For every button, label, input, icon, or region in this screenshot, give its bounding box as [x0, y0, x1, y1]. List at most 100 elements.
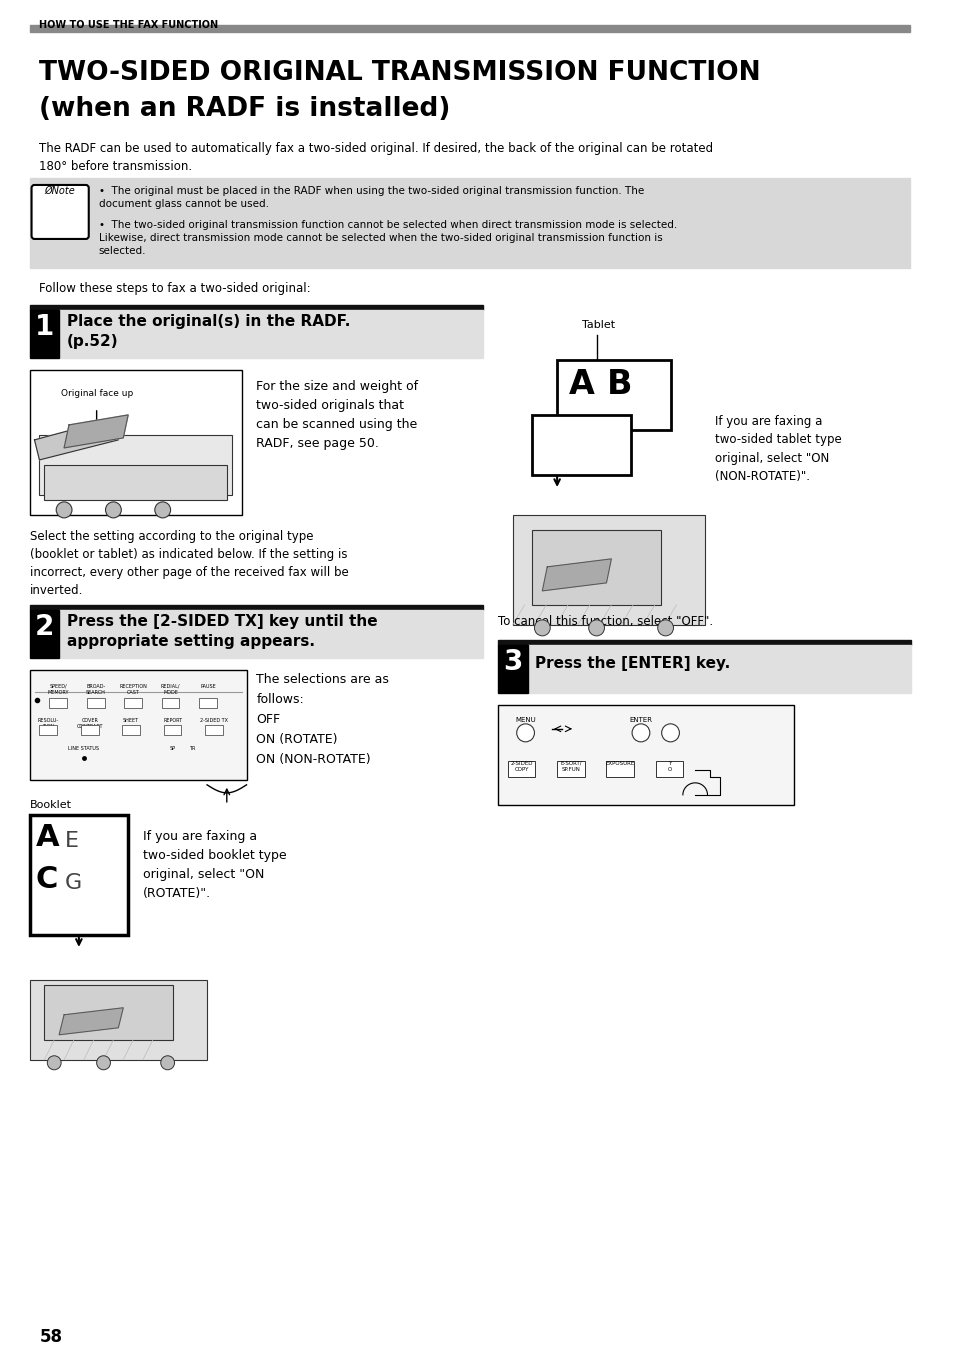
Text: ØNote: ØNote	[45, 186, 75, 196]
Bar	[30, 670, 246, 780]
Text: (when an RADF is installed): (when an RADF is installed)	[39, 96, 451, 122]
Text: TWO-SIDED ORIGINAL TRANSMISSION FUNCTION: TWO-SIDED ORIGINAL TRANSMISSION FUNCTION	[39, 59, 760, 86]
Bar	[30, 815, 128, 935]
Text: Tablet: Tablet	[581, 320, 615, 330]
Polygon shape	[59, 1008, 123, 1035]
Bar	[164, 725, 181, 735]
Circle shape	[661, 724, 679, 742]
Text: 2: 2	[34, 613, 54, 640]
Circle shape	[588, 620, 604, 636]
Circle shape	[160, 1055, 174, 1070]
Bar	[532, 530, 660, 605]
Bar	[50, 698, 67, 708]
Text: HOW TO USE THE FAX FUNCTION: HOW TO USE THE FAX FUNCTION	[39, 20, 218, 30]
Text: RESOLU-
TION: RESOLU- TION	[38, 717, 59, 728]
Text: B: B	[606, 367, 631, 401]
Text: E-SORT/
SP.FUN: E-SORT/ SP.FUN	[559, 761, 581, 771]
Bar	[30, 370, 241, 515]
Polygon shape	[64, 415, 128, 449]
Text: EXPOSURE: EXPOSURE	[605, 761, 634, 766]
Text: ENTER: ENTER	[629, 717, 652, 723]
Bar	[497, 705, 793, 805]
Text: REPORT: REPORT	[163, 717, 182, 723]
Circle shape	[154, 501, 171, 517]
Bar	[512, 515, 704, 626]
Text: LINE STATUS: LINE STATUS	[69, 746, 99, 751]
Bar	[59, 309, 482, 358]
Bar	[30, 309, 59, 358]
Text: For the size and weight of
two-sided originals that
can be scanned using the
RAD: For the size and weight of two-sided ori…	[256, 380, 418, 450]
Bar	[45, 465, 227, 500]
FancyBboxPatch shape	[31, 185, 89, 239]
Text: A: A	[568, 367, 595, 401]
Text: SP: SP	[170, 746, 175, 751]
Text: E: E	[538, 420, 558, 449]
Text: F: F	[575, 420, 593, 449]
Circle shape	[106, 501, 121, 517]
Text: SPEED/
MEMORY: SPEED/ MEMORY	[48, 684, 69, 694]
Text: 58: 58	[39, 1328, 62, 1346]
Bar	[655, 761, 682, 777]
Bar	[162, 698, 179, 708]
Polygon shape	[34, 420, 118, 459]
Text: Select the setting according to the original type
(booklet or tablet) as indicat: Select the setting according to the orig…	[30, 530, 348, 597]
Text: Original face up: Original face up	[60, 389, 132, 399]
Circle shape	[534, 620, 550, 636]
Text: REDIAL/
MODE: REDIAL/ MODE	[161, 684, 180, 694]
Text: If you are faxing a
two-sided booklet type
original, select "ON
(ROTATE)".: If you are faxing a two-sided booklet ty…	[143, 830, 286, 900]
Bar	[87, 698, 105, 708]
Bar	[30, 605, 482, 609]
Bar	[557, 761, 584, 777]
Bar	[532, 415, 631, 476]
Text: Press the [2-SIDED TX] key until the
appropriate setting appears.: Press the [2-SIDED TX] key until the app…	[67, 613, 377, 648]
Text: COVER
CONTRAST: COVER CONTRAST	[76, 717, 103, 728]
Bar	[39, 435, 232, 494]
Bar	[81, 725, 98, 735]
Text: Y
O: Y O	[667, 761, 671, 771]
Text: Follow these steps to fax a two-sided original:: Follow these steps to fax a two-sided or…	[39, 282, 311, 295]
Text: BROAD-
SEARCH: BROAD- SEARCH	[86, 684, 106, 694]
Text: PAUSE: PAUSE	[200, 684, 215, 689]
Bar	[30, 979, 207, 1059]
Text: Booklet: Booklet	[30, 800, 71, 809]
Bar	[30, 305, 482, 309]
Bar	[507, 761, 535, 777]
Circle shape	[96, 1055, 111, 1070]
Bar	[59, 609, 482, 658]
Text: If you are faxing a
two-sided tablet type
original, select "ON
(NON-ROTATE)".: If you are faxing a two-sided tablet typ…	[714, 415, 841, 484]
Text: •  The two-sided original transmission function cannot be selected when direct t: • The two-sided original transmission fu…	[98, 220, 676, 257]
Bar	[39, 725, 57, 735]
Text: RECEPTION
CAST: RECEPTION CAST	[119, 684, 147, 694]
Circle shape	[632, 724, 649, 742]
Text: 2-SIDED TX: 2-SIDED TX	[200, 717, 228, 723]
Bar	[205, 725, 223, 735]
Bar	[45, 985, 172, 1040]
Text: SHEET: SHEET	[123, 717, 139, 723]
Circle shape	[517, 724, 534, 742]
Bar	[30, 178, 909, 267]
Circle shape	[48, 1055, 61, 1070]
Bar	[30, 26, 909, 32]
Text: G: G	[65, 873, 82, 893]
Text: •  The original must be placed in the RADF when using the two-sided original tra: • The original must be placed in the RAD…	[98, 186, 643, 209]
Bar	[122, 725, 140, 735]
Text: The RADF can be used to automatically fax a two-sided original. If desired, the : The RADF can be used to automatically fa…	[39, 142, 713, 173]
Text: E: E	[65, 831, 79, 851]
Bar	[497, 640, 910, 644]
Text: TR: TR	[189, 746, 195, 751]
Text: 2-SIDED
COPY: 2-SIDED COPY	[510, 761, 533, 771]
Text: To cancel this function, select "OFF".: To cancel this function, select "OFF".	[497, 615, 712, 628]
Text: Place the original(s) in the RADF.
(p.52): Place the original(s) in the RADF. (p.52…	[67, 313, 350, 349]
Bar	[557, 359, 670, 430]
Text: 1: 1	[34, 313, 54, 340]
Bar	[497, 644, 527, 693]
Text: Press the [ENTER] key.: Press the [ENTER] key.	[535, 655, 730, 671]
Polygon shape	[541, 559, 611, 590]
Text: MENU: MENU	[515, 717, 536, 723]
Bar	[527, 644, 910, 693]
Text: The selections are as
follows:
OFF
ON (ROTATE)
ON (NON-ROTATE): The selections are as follows: OFF ON (R…	[256, 673, 389, 766]
Text: A: A	[35, 823, 59, 852]
Bar	[199, 698, 216, 708]
Text: C: C	[35, 865, 58, 894]
Circle shape	[657, 620, 673, 636]
